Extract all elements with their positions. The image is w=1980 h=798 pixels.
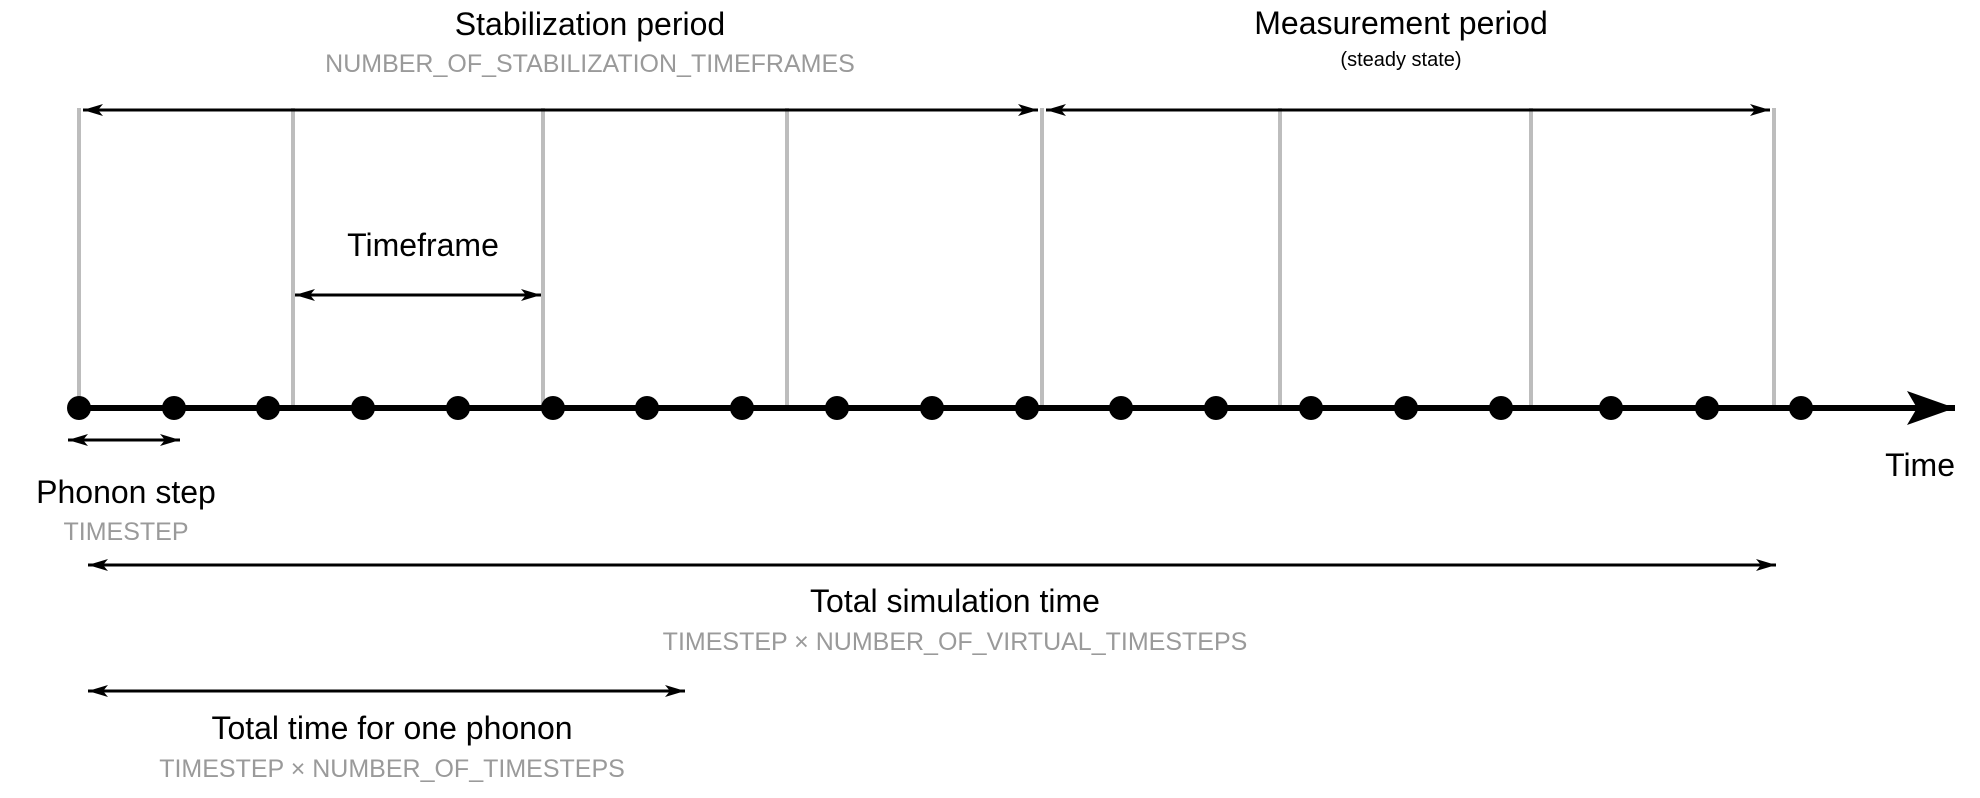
phonon-step-dot <box>1489 396 1513 420</box>
phonon-step-dot <box>256 396 280 420</box>
phonon-step-dot <box>1394 396 1418 420</box>
phonon-step-dot <box>351 396 375 420</box>
phonon-step-dot <box>920 396 944 420</box>
stabilization-period-title: Stabilization period <box>455 6 725 42</box>
total-simulation-time-param: TIMESTEP × NUMBER_OF_VIRTUAL_TIMESTEPS <box>663 628 1248 656</box>
measurement-period-title: Measurement period <box>1254 5 1547 41</box>
phonon-step-dot <box>541 396 565 420</box>
phonon-step-dot <box>730 396 754 420</box>
phonon-step-dot <box>1599 396 1623 420</box>
phonon-step-param: TIMESTEP <box>63 518 188 546</box>
phonon-step-dot <box>1789 396 1813 420</box>
phonon-step-dot <box>1695 396 1719 420</box>
phonon-step-dot <box>67 396 91 420</box>
phonon-step-dots <box>67 396 1813 420</box>
stabilization-period-param: NUMBER_OF_STABILIZATION_TIMEFRAMES <box>325 50 855 78</box>
phonon-step-dot <box>162 396 186 420</box>
phonon-step-dot <box>825 396 849 420</box>
phonon-step-label: Phonon step <box>36 474 216 510</box>
phonon-step-dot <box>1299 396 1323 420</box>
phonon-step-dot <box>635 396 659 420</box>
timeframe-label: Timeframe <box>347 227 499 263</box>
measurement-period-note: (steady state) <box>1340 49 1461 71</box>
total-simulation-time-title: Total simulation time <box>810 583 1100 619</box>
time-axis-label: Time <box>1885 447 1955 483</box>
phonon-step-dot <box>1015 396 1039 420</box>
phonon-step-dot <box>1109 396 1133 420</box>
total-time-one-phonon-title: Total time for one phonon <box>211 710 572 746</box>
timeframe-boundaries <box>77 108 1776 408</box>
phonon-step-dot <box>446 396 470 420</box>
total-time-one-phonon-param: TIMESTEP × NUMBER_OF_TIMESTEPS <box>159 755 625 783</box>
phonon-step-dot <box>1204 396 1228 420</box>
